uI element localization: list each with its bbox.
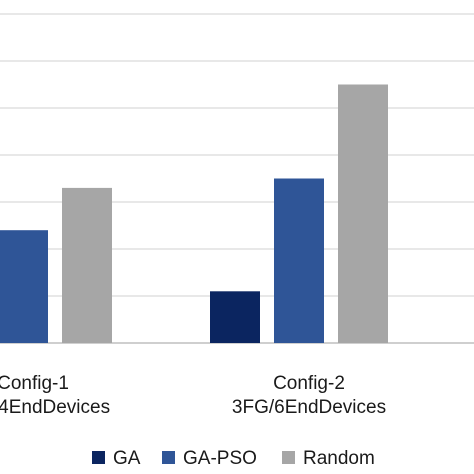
legend-swatch-ga-pso bbox=[162, 451, 175, 464]
bar-ga-pso-1 bbox=[0, 230, 48, 343]
legend-swatch-random bbox=[282, 451, 295, 464]
legend-swatch-ga bbox=[92, 451, 105, 464]
bar-ga-2 bbox=[210, 291, 260, 343]
legend-label-random: Random bbox=[303, 448, 375, 469]
bar-ga-pso-2 bbox=[274, 178, 324, 343]
category-label-line1: Config-2 bbox=[273, 373, 345, 394]
legend-label-ga-pso: GA-PSO bbox=[183, 448, 257, 469]
legend: GA GA-PSO Random bbox=[92, 448, 375, 469]
bar-random-2 bbox=[338, 84, 388, 343]
category-label-line2: 3FG/6EndDevices bbox=[232, 397, 386, 418]
x-axis-labels: Config-1 2FG/4EndDevices Config-2 3FG/6EndD… bbox=[0, 373, 386, 418]
bars bbox=[0, 84, 388, 343]
category-label-line2: 2FG/4EndDevices bbox=[0, 397, 110, 418]
bar-random-1 bbox=[62, 187, 112, 343]
category-label-line1: Config-1 bbox=[0, 373, 69, 394]
legend-label-ga: GA bbox=[113, 448, 141, 469]
